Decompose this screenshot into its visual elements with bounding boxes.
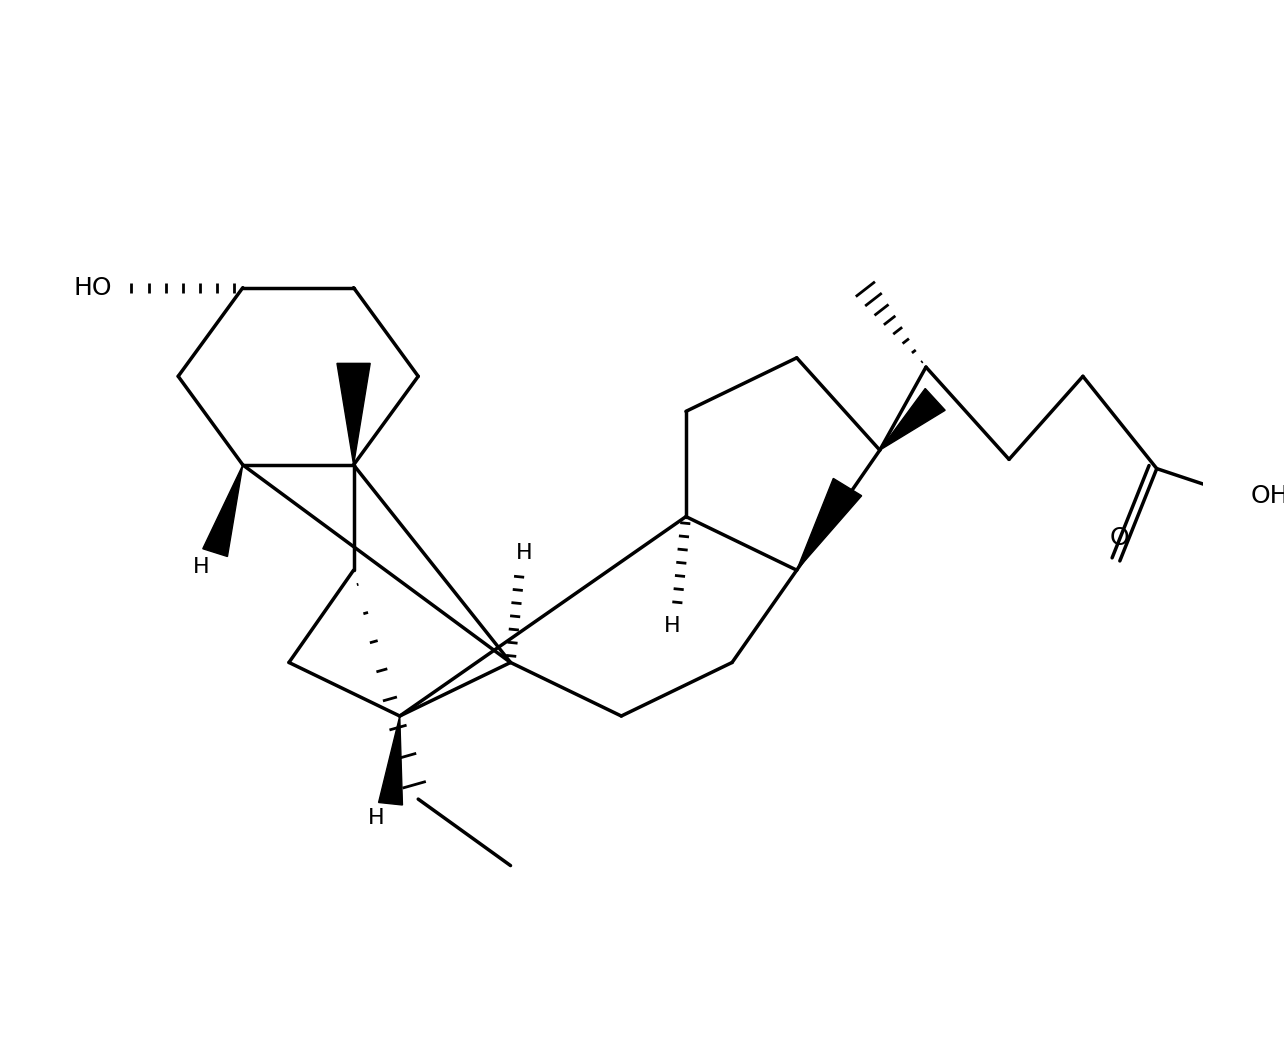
Text: H: H [664, 616, 681, 636]
Polygon shape [379, 716, 402, 805]
Polygon shape [880, 389, 945, 451]
Text: H: H [369, 808, 385, 828]
Polygon shape [336, 364, 370, 465]
Text: H: H [516, 543, 533, 563]
Text: OH: OH [1251, 484, 1284, 508]
Polygon shape [203, 465, 243, 556]
Text: O: O [1111, 526, 1130, 550]
Text: H: H [193, 558, 209, 577]
Polygon shape [796, 478, 862, 570]
Text: HO: HO [73, 276, 112, 300]
